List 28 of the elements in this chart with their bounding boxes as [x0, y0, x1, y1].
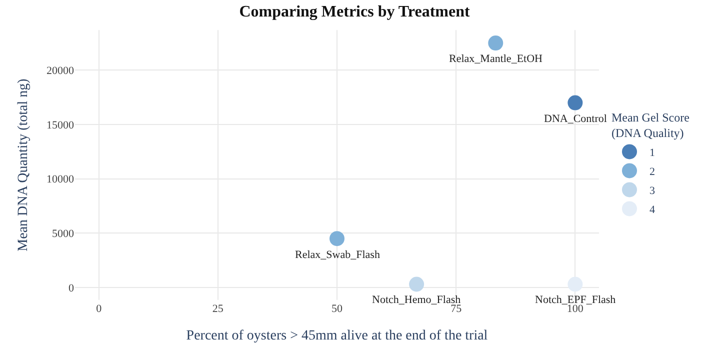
point — [568, 276, 583, 292]
x-axis-title: Percent of oysters > 45mm alive at the end of the trial — [186, 328, 488, 344]
x-tick-label: 25 — [212, 303, 224, 315]
legend-label: 4 — [649, 204, 656, 216]
legend-label: 1 — [649, 146, 655, 159]
x-tick-label: 50 — [332, 303, 343, 315]
x-tick-label: 75 — [450, 303, 462, 315]
annotation: Notch_Hemo_Flash — [372, 294, 462, 306]
legend-label: 2 — [649, 166, 655, 178]
annotation: Relax_Mantle_EtOH — [449, 53, 543, 65]
point — [488, 36, 504, 51]
legend-title: Mean Gel Score (DNA Quality) — [611, 110, 690, 140]
y-tick-label: 5000 — [52, 228, 74, 240]
y-tick-label: 20000 — [46, 65, 74, 78]
annotation: DNA_Control — [544, 113, 607, 125]
legend-label: 3 — [649, 184, 656, 197]
point — [568, 95, 583, 110]
x-tick-label: 100 — [566, 303, 584, 315]
y-axis-title: Mean DNA Quantity (total ng) — [16, 78, 32, 252]
annotation: Relax_Swab_Flash — [295, 249, 380, 261]
y-tick-label: 0 — [68, 282, 74, 294]
y-tick-label: 10000 — [46, 174, 74, 186]
y-tick-label: 15000 — [46, 119, 74, 132]
annotation: Notch_EPF_Flash — [535, 294, 616, 306]
point — [330, 231, 344, 246]
x-tick-label: 0 — [96, 303, 102, 315]
chart-title: Comparing Metrics by Treatment — [239, 3, 470, 20]
point — [409, 276, 424, 292]
